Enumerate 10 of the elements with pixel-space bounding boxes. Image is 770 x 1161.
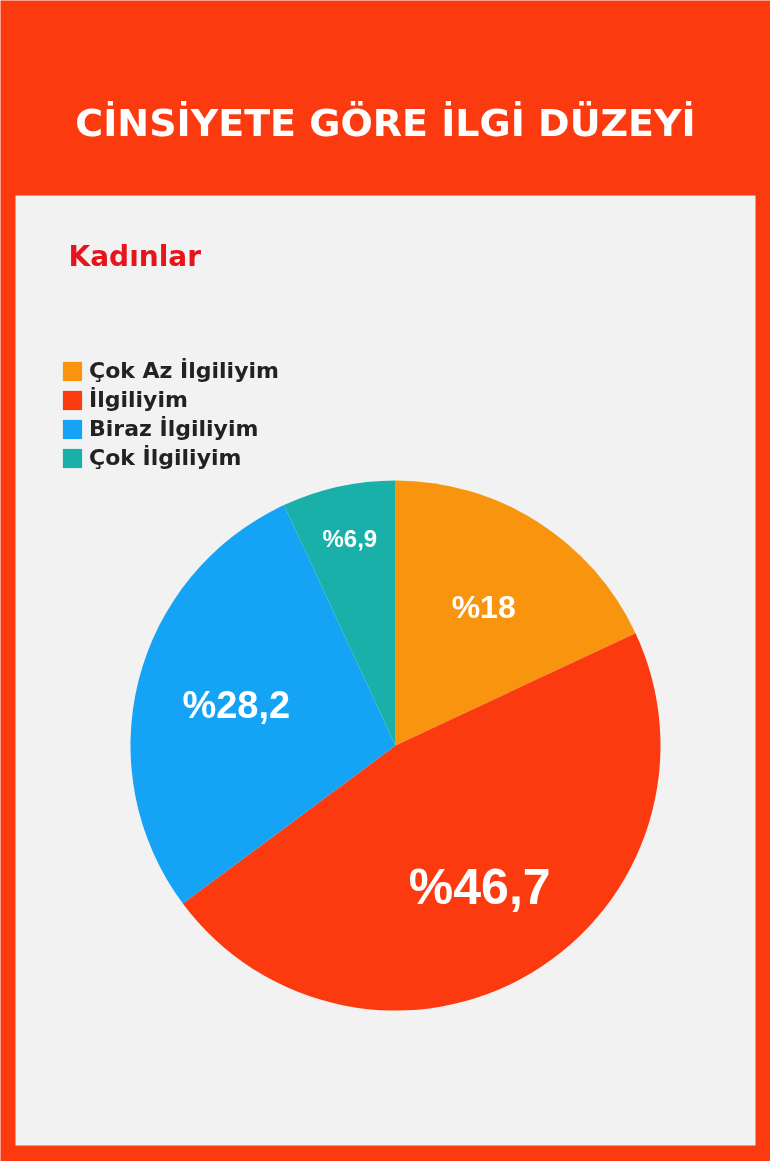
legend-label: Biraz İlgiliyim bbox=[89, 416, 259, 441]
chart-title: CİNSİYETE GÖRE İLGİ DÜZEYİ bbox=[75, 100, 696, 145]
legend-label: Çok Az İlgiliyim bbox=[89, 358, 279, 383]
legend-label: Çok İlgiliyim bbox=[89, 445, 242, 470]
legend-label: İlgiliyim bbox=[89, 387, 188, 412]
data-label: %18 bbox=[451, 588, 516, 625]
chart-subtitle: Kadınlar bbox=[68, 240, 202, 273]
data-label: %46,7 bbox=[408, 858, 551, 915]
data-label: %6,9 bbox=[322, 524, 378, 552]
data-label: %28,2 bbox=[182, 684, 291, 727]
